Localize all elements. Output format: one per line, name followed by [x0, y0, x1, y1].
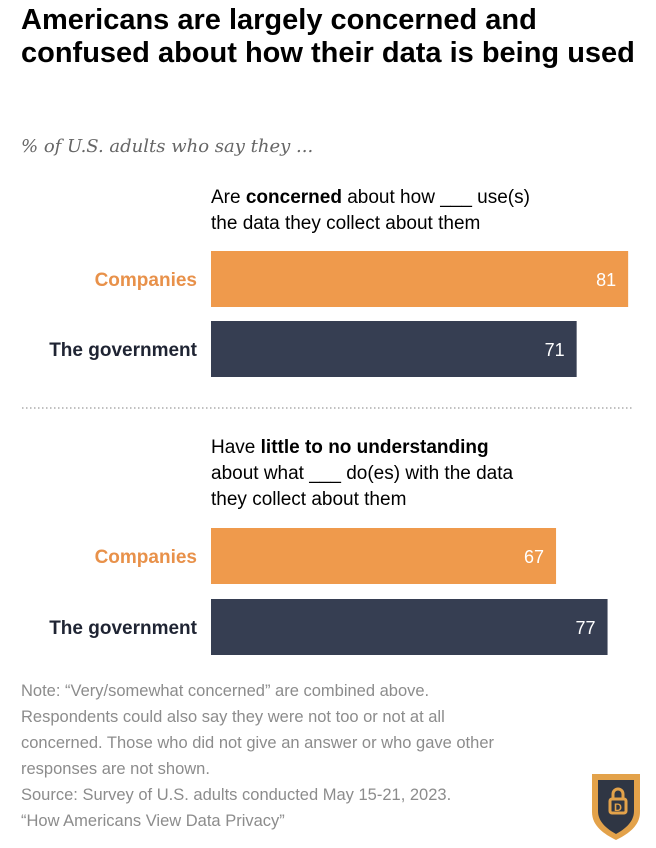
chart-title: Americans are largely concerned and conf…	[21, 4, 635, 69]
category-label-section-1-companies: Companies	[95, 270, 197, 291]
bar-section-2-companies	[211, 528, 557, 584]
value-label-section-2-companies: 67	[524, 547, 544, 567]
logo-lock-shackle	[611, 787, 625, 799]
note-line-3: concerned. Those who did not give an ans…	[21, 734, 494, 752]
section-1-heading-post: about how ___ use(s)	[341, 187, 530, 208]
note-line-4: responses are not shown.	[21, 760, 210, 778]
category-label-section-2-the-government: The government	[49, 618, 197, 639]
section-2-heading-line3: they collect about them	[211, 489, 407, 510]
bar-section-2-the-government	[211, 599, 608, 655]
bars-group: 81 Companies 71 The government 67 Companies 77…	[49, 251, 629, 655]
bar-section-1-the-government	[211, 321, 577, 377]
section-2-heading: Have little to no understanding about wh…	[211, 435, 631, 513]
report-title-line: “How Americans View Data Privacy”	[21, 812, 285, 830]
chart-subtitle: % of U.S. adults who say they ...	[21, 136, 314, 157]
category-label-section-2-companies: Companies	[95, 547, 197, 568]
section-1-heading-line2: the data they collect about them	[211, 213, 481, 234]
value-label-section-1-companies: 81	[596, 270, 616, 290]
logo-letter: D	[614, 802, 622, 814]
section-2-heading-bold: little to no understanding	[260, 437, 489, 458]
source-line: Source: Survey of U.S. adults conducted …	[21, 786, 452, 804]
value-label-section-1-the-government: 71	[545, 340, 565, 360]
note-block: Note: “Very/somewhat concerned” are comb…	[21, 678, 611, 834]
section-2-heading-line2: about what ___ do(es) with the data	[211, 463, 514, 484]
logo-lock-body	[608, 797, 628, 815]
bar-section-1-companies	[211, 251, 629, 307]
section-2-heading-pre: Have	[211, 437, 261, 458]
category-label-section-1-the-government: The government	[49, 340, 197, 361]
note-line-2: Respondents could also say they were not…	[21, 708, 445, 726]
section-1-heading-pre: Are	[211, 187, 246, 208]
note-line-1: Note: “Very/somewhat concerned” are comb…	[21, 682, 430, 700]
value-label-section-2-the-government: 77	[576, 618, 596, 638]
logo-shield-inner	[598, 780, 634, 834]
lock-shield-icon: D	[592, 774, 640, 840]
section-1-heading: Are concerned about how ___ use(s) the d…	[211, 185, 631, 237]
section-1-heading-bold: concerned	[245, 187, 342, 208]
